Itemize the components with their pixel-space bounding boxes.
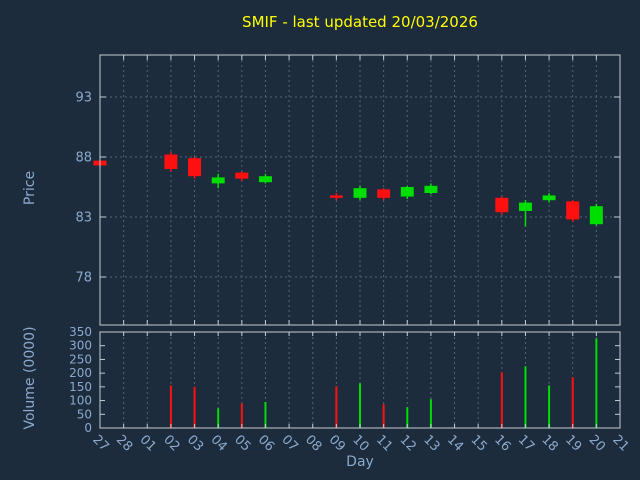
day-tick-label: 09 xyxy=(326,432,348,454)
volume-tick-label: 150 xyxy=(69,380,92,394)
candle-body xyxy=(235,172,249,179)
day-tick-label: 20 xyxy=(586,432,608,454)
day-tick-label: 07 xyxy=(278,432,300,454)
volume-tick-label: 100 xyxy=(69,394,92,408)
volume-tick-label: 200 xyxy=(69,366,92,380)
price-tick-label: 88 xyxy=(75,151,92,166)
price-axis-label: Price xyxy=(22,170,38,206)
day-tick-label: 21 xyxy=(609,432,631,454)
candle-body xyxy=(495,197,509,213)
day-tick-label: 06 xyxy=(255,432,277,454)
day-tick-label: 10 xyxy=(349,432,371,454)
day-tick-label: 28 xyxy=(113,432,135,454)
volume-tick-label: 50 xyxy=(77,407,92,421)
day-tick-label: 19 xyxy=(562,432,584,454)
price-tick-label: 93 xyxy=(75,91,92,106)
price-tick-label: 78 xyxy=(75,271,92,286)
volume-tick-label: 0 xyxy=(84,421,92,435)
volume-tick-label: 350 xyxy=(69,325,92,339)
day-tick-label: 14 xyxy=(444,432,466,454)
day-tick-label: 18 xyxy=(538,432,560,454)
day-tick-label: 11 xyxy=(373,432,395,454)
candle-body xyxy=(211,177,225,184)
candle-body xyxy=(400,187,414,197)
candle-body xyxy=(188,158,202,177)
candle-body xyxy=(353,188,367,198)
volume-tick-label: 300 xyxy=(69,339,92,353)
candle-body xyxy=(518,202,532,211)
price-tick-label: 83 xyxy=(75,211,92,226)
day-tick-label: 13 xyxy=(420,432,442,454)
candle-body xyxy=(329,195,343,198)
day-tick-label: 12 xyxy=(397,432,419,454)
candle-body xyxy=(542,195,556,201)
day-tick-label: 04 xyxy=(208,432,230,454)
day-tick-label: 01 xyxy=(137,432,159,454)
day-tick-label: 03 xyxy=(184,432,206,454)
candle-body xyxy=(424,185,438,193)
day-tick-label: 02 xyxy=(160,432,182,454)
chart-title: SMIF - last updated 20/03/2026 xyxy=(242,13,478,31)
day-tick-label: 15 xyxy=(468,432,490,454)
candle-body xyxy=(566,201,580,220)
day-tick-label: 17 xyxy=(515,432,537,454)
candle-body xyxy=(258,176,272,183)
volume-axis-label: Volume (0000) xyxy=(22,326,38,430)
day-tick-label: 05 xyxy=(231,432,253,454)
day-tick-label: 08 xyxy=(302,432,324,454)
day-axis-label: Day xyxy=(346,454,374,470)
candle-body xyxy=(164,154,178,169)
volume-tick-label: 250 xyxy=(69,352,92,366)
day-tick-label: 27 xyxy=(89,432,111,454)
candle-body xyxy=(589,206,603,225)
candle-body xyxy=(377,189,391,198)
day-tick-label: 16 xyxy=(491,432,513,454)
